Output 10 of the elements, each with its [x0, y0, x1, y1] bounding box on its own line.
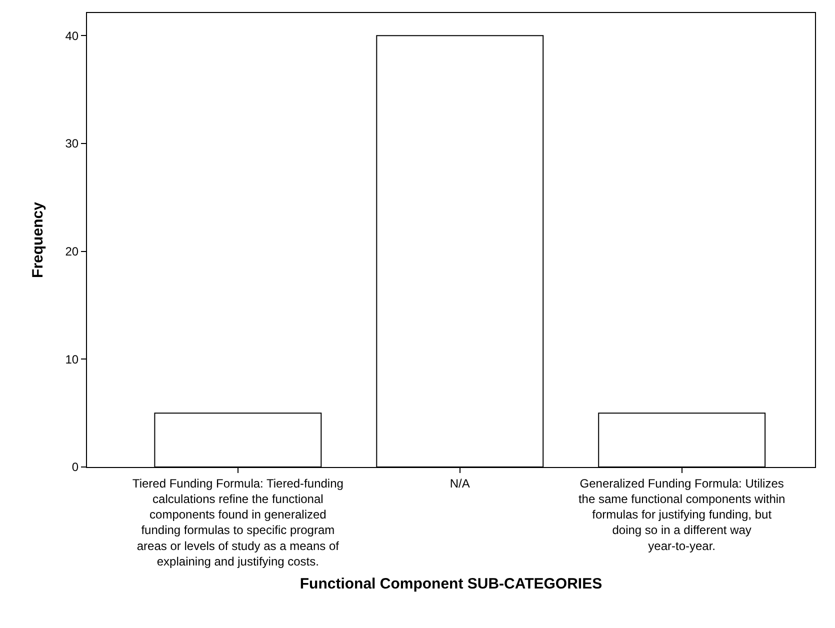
y-tick-label: 30 [65, 136, 79, 151]
y-tick-label: 40 [65, 28, 79, 43]
y-tick-label: 20 [65, 244, 79, 259]
x-axis-title: Functional Component SUB-CATEGORIES [300, 575, 602, 592]
y-axis-title: Frequency [29, 201, 46, 278]
y-tick-label: 10 [65, 352, 79, 366]
y-tick-label: 0 [72, 460, 79, 474]
x-tick-label: N/A [450, 476, 470, 490]
x-tick-label: Generalized Funding Formula: Utilizes the same functional components within formulas for justifying funding, but doing so in a different way year-to-year. [578, 476, 786, 553]
x-tick-label: Tiered Funding Formula: Tiered-funding calculations refine the functional components found in generalized funding formulas to specific program areas or levels of study as a means of explaining and justifying costs. [132, 476, 344, 568]
